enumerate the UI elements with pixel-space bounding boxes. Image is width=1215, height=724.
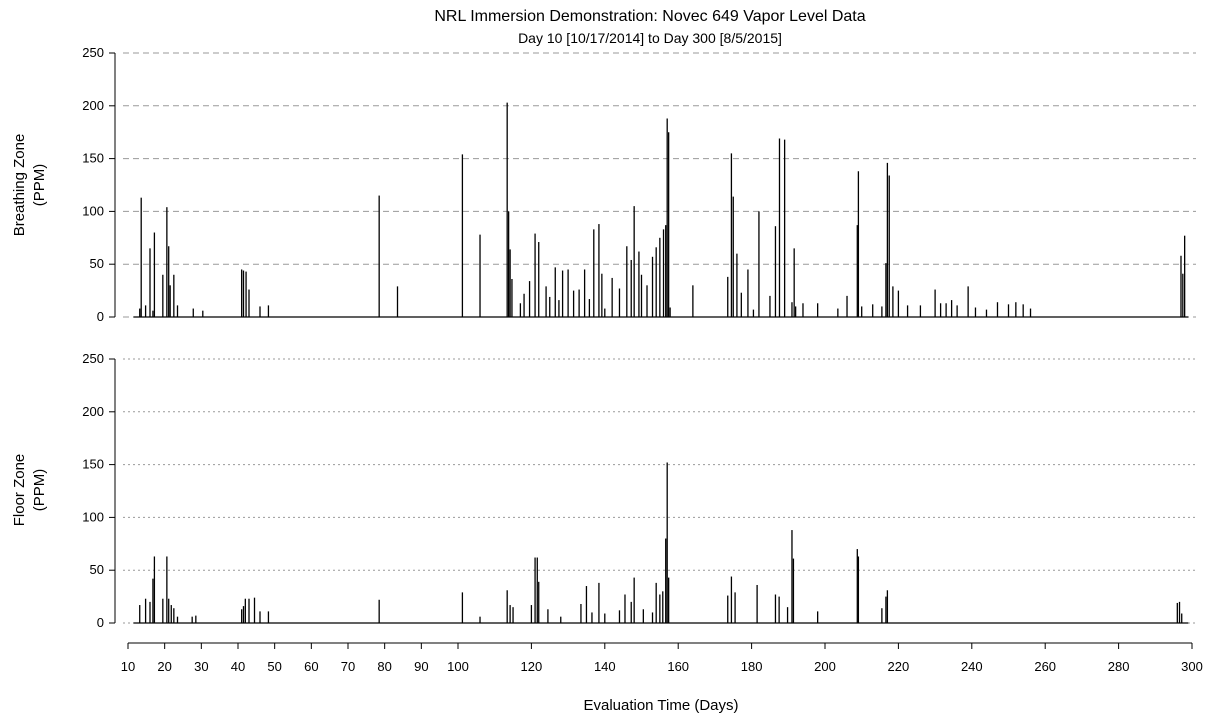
y-tick-label: 150 bbox=[82, 457, 104, 472]
x-tick-label: 80 bbox=[377, 659, 391, 674]
x-tick-label: 160 bbox=[667, 659, 689, 674]
x-axis: Evaluation Time (Days) 10 20 30 40 50 60 70 80 9… bbox=[121, 643, 1203, 714]
x-tick-label: 120 bbox=[521, 659, 543, 674]
y-tick-label: 100 bbox=[82, 509, 104, 524]
y-tick-label: 50 bbox=[90, 256, 104, 271]
chart-subtitle: Day 10 [10/17/2014] to Day 300 [8/5/2015… bbox=[518, 30, 782, 46]
x-tick-label: 100 bbox=[447, 659, 469, 674]
y-tick-label: 0 bbox=[97, 615, 104, 630]
chart-title: NRL Immersion Demonstration: Novec 649 V… bbox=[434, 8, 865, 25]
x-tick-label: 280 bbox=[1108, 659, 1130, 674]
y-tick-label: 100 bbox=[82, 203, 104, 218]
x-tick-label: 70 bbox=[341, 659, 355, 674]
x-tick-label: 30 bbox=[194, 659, 208, 674]
y-tick-label: 250 bbox=[82, 45, 104, 60]
x-tick-label: 240 bbox=[961, 659, 983, 674]
breathing-zone-panel: Breathing Zone (PPM) 0 50 100 150 200 250 bbox=[11, 45, 1196, 324]
floor-zone-ylabel-line2: (PPM) bbox=[31, 469, 48, 512]
x-tick-label: 220 bbox=[888, 659, 910, 674]
y-tick-label: 0 bbox=[97, 309, 104, 324]
floor-zone-panel: Floor Zone (PPM) 0 50 100 150 200 250 bbox=[11, 351, 1196, 630]
x-tick-label: 50 bbox=[267, 659, 281, 674]
y-tick-label: 50 bbox=[90, 562, 104, 577]
x-tick-label: 300 bbox=[1181, 659, 1203, 674]
y-tick-label: 250 bbox=[82, 351, 104, 366]
x-tick-label: 20 bbox=[157, 659, 171, 674]
breathing-zone-ylabel-line1: Breathing Zone bbox=[11, 134, 28, 237]
x-tick-label: 40 bbox=[231, 659, 245, 674]
x-tick-label: 90 bbox=[414, 659, 428, 674]
y-tick-label: 200 bbox=[82, 98, 104, 113]
x-tick-label: 200 bbox=[814, 659, 836, 674]
x-tick-label: 260 bbox=[1034, 659, 1056, 674]
x-tick-label: 60 bbox=[304, 659, 318, 674]
x-axis-label: Evaluation Time (Days) bbox=[583, 697, 738, 714]
x-tick-label: 180 bbox=[741, 659, 763, 674]
floor-zone-ylabel-line1: Floor Zone bbox=[11, 454, 28, 527]
breathing-zone-ylabel-line2: (PPM) bbox=[31, 164, 48, 207]
x-tick-label: 140 bbox=[594, 659, 616, 674]
y-tick-label: 150 bbox=[82, 151, 104, 166]
y-tick-label: 200 bbox=[82, 404, 104, 419]
x-tick-label: 10 bbox=[121, 659, 135, 674]
